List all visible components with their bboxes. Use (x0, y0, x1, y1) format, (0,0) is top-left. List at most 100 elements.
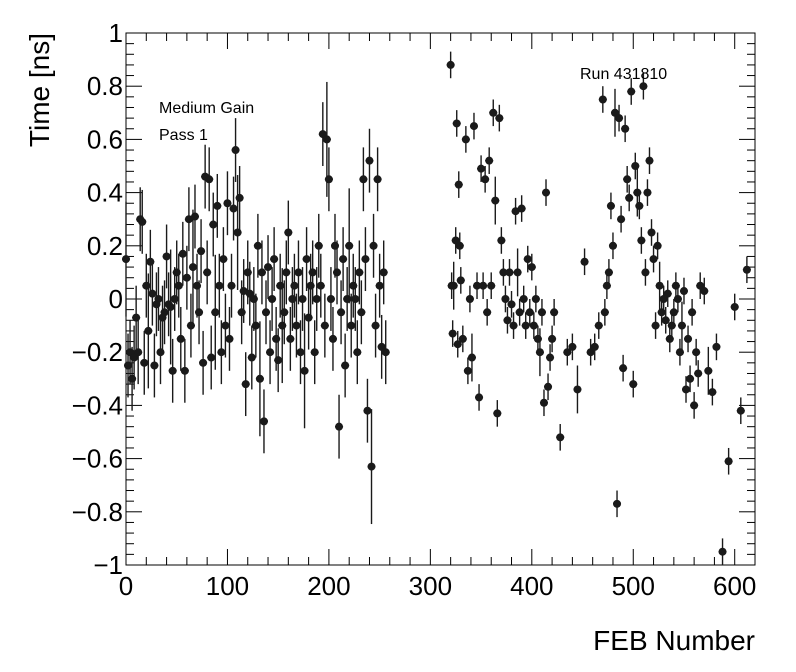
x-tick-label: 300 (409, 571, 452, 601)
data-point (643, 188, 652, 197)
y-tick-label: 1 (109, 18, 123, 48)
data-point (661, 316, 670, 325)
data-point (465, 295, 474, 303)
data-point (469, 122, 478, 131)
data-point (623, 175, 632, 184)
data-point (615, 114, 624, 123)
data-point (667, 321, 676, 330)
data-point (635, 201, 644, 210)
data-point (247, 353, 256, 362)
data-point (353, 348, 362, 357)
data-point (215, 281, 224, 290)
x-tick-label: 400 (510, 571, 553, 601)
data-point (499, 268, 508, 277)
data-point (326, 295, 335, 303)
data-point (186, 321, 195, 330)
data-point (170, 295, 179, 303)
data-point (677, 321, 686, 330)
data-point (274, 356, 283, 365)
data-point (375, 281, 384, 290)
data-point (345, 241, 354, 250)
data-point (529, 321, 538, 330)
data-point (276, 281, 285, 290)
data-point (337, 308, 346, 317)
data-point (657, 308, 666, 317)
data-point (268, 295, 277, 303)
data-point (665, 334, 674, 343)
y-tick-label: −0.6 (72, 444, 123, 474)
data-point (535, 348, 544, 357)
data-point (294, 268, 303, 277)
data-point (351, 295, 360, 303)
data-point (467, 353, 476, 362)
data-point (548, 334, 557, 343)
data-point (211, 308, 220, 317)
data-point (347, 321, 356, 330)
data-point (190, 212, 199, 221)
data-point (227, 281, 236, 290)
data-point (304, 313, 313, 322)
data-point (361, 255, 370, 264)
data-point (156, 348, 165, 357)
data-point (511, 207, 520, 216)
data-point (629, 380, 638, 389)
data-point (527, 263, 536, 272)
data-point (199, 358, 208, 367)
y-tick-label: −0.4 (72, 390, 123, 420)
data-point (310, 348, 319, 357)
data-point (363, 406, 372, 415)
data-point (225, 334, 234, 343)
data-point (324, 175, 333, 184)
data-point (712, 342, 721, 351)
data-point (489, 108, 498, 117)
data-point (249, 295, 258, 303)
data-point (259, 417, 268, 426)
y-tick-label: −0.8 (72, 497, 123, 527)
data-point (503, 316, 512, 325)
data-point (122, 255, 130, 264)
data-point (193, 281, 202, 290)
data-point (217, 348, 226, 357)
data-point (195, 308, 204, 317)
data-point (180, 366, 189, 375)
data-point (608, 241, 617, 250)
data-point (349, 281, 358, 290)
x-tick-label: 200 (307, 571, 350, 601)
annotation-run-number: Run 431810 (580, 66, 667, 83)
data-point (255, 374, 264, 383)
data-point (590, 342, 599, 351)
data-point (381, 348, 390, 357)
data-point (144, 326, 153, 335)
data-point (235, 193, 244, 202)
data-point (598, 95, 607, 104)
data-point (241, 380, 250, 389)
data-point (546, 353, 555, 362)
data-point (448, 329, 457, 338)
data-point (343, 295, 352, 303)
data-point (637, 236, 646, 245)
data-point (446, 60, 455, 69)
data-point (495, 114, 504, 123)
data-point (280, 308, 289, 317)
data-point (357, 308, 366, 317)
data-point (521, 321, 530, 330)
data-point (463, 366, 472, 375)
data-point (373, 175, 382, 184)
data-point (237, 308, 246, 317)
data-point (604, 268, 613, 277)
data-point (176, 334, 185, 343)
data-point (684, 334, 693, 343)
data-point (617, 215, 626, 224)
data-point (505, 268, 514, 277)
data-point (302, 255, 311, 264)
data-point (308, 268, 317, 277)
data-point (645, 156, 654, 165)
data-point (266, 348, 275, 357)
data-point (497, 236, 506, 245)
data-point (454, 180, 463, 189)
y-tick-label: 0.2 (87, 231, 123, 261)
data-point (507, 300, 516, 309)
data-point (513, 268, 522, 277)
data-point (563, 348, 572, 357)
